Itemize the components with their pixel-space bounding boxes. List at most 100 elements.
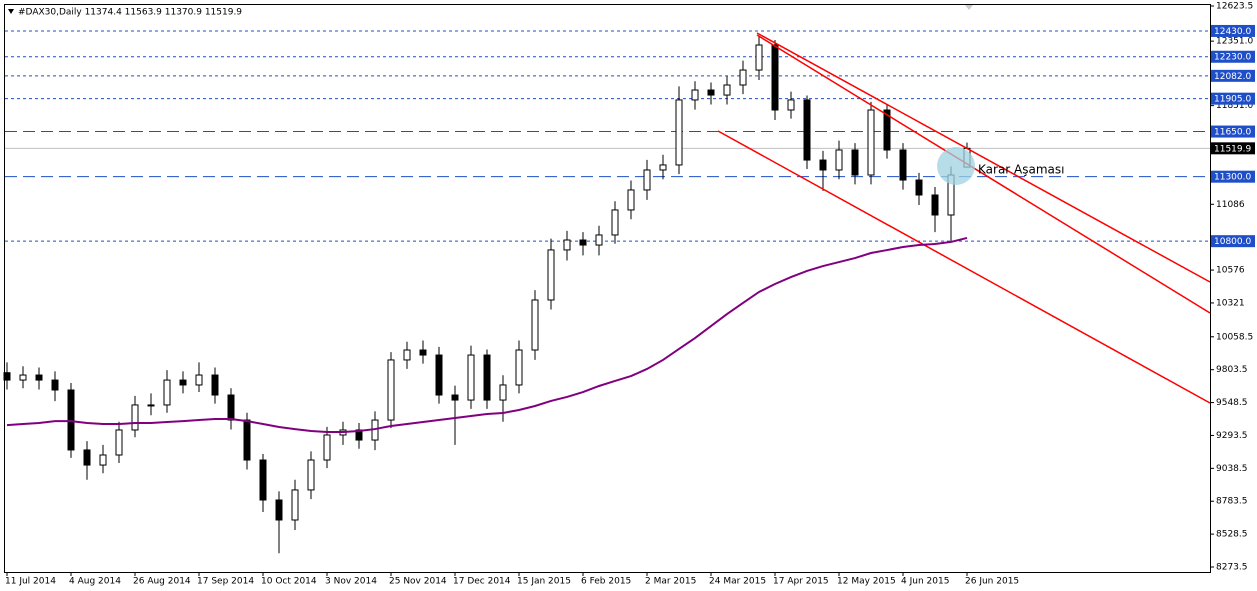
candle-body xyxy=(83,449,91,466)
candle-body xyxy=(771,44,779,111)
x-tick-label: 10 Oct 2014 xyxy=(261,577,317,587)
y-tick-label: 9803.5 xyxy=(1216,365,1248,375)
x-tick-label: 15 Jan 2015 xyxy=(517,577,571,587)
x-tick-label: 4 Aug 2014 xyxy=(69,577,121,587)
level-label: 11905.0 xyxy=(1214,95,1251,105)
y-tick-label: 8528.5 xyxy=(1216,530,1248,540)
candle-body xyxy=(483,354,491,401)
x-tick-label: 24 Mar 2015 xyxy=(709,577,766,587)
x-tick-label: 6 Feb 2015 xyxy=(581,577,631,587)
candle-body xyxy=(563,239,571,251)
y-tick-label: 9038.5 xyxy=(1216,464,1248,474)
x-tick-label: 11 Jul 2014 xyxy=(5,577,56,587)
level-label: 12082.0 xyxy=(1214,72,1251,82)
candle-body xyxy=(435,354,443,396)
y-tick-label: 11086 xyxy=(1216,200,1245,210)
candle-body xyxy=(179,379,187,386)
candle-body xyxy=(3,372,11,381)
candle-body xyxy=(867,109,875,176)
x-tick-label: 3 Nov 2014 xyxy=(325,577,377,587)
candle-body xyxy=(595,234,603,246)
candle-body xyxy=(355,429,363,441)
x-tick-label: 25 Nov 2014 xyxy=(389,577,447,587)
candle-body xyxy=(323,434,331,461)
candle-body xyxy=(579,239,587,246)
candle-body xyxy=(611,209,619,236)
level-label-box xyxy=(1211,142,1255,155)
candle-body xyxy=(291,489,299,521)
candle-body xyxy=(851,149,859,176)
trend-channel xyxy=(717,32,1211,404)
candle-body xyxy=(51,379,59,391)
plot-frame xyxy=(4,4,1211,573)
candle-body xyxy=(227,394,235,421)
candle-body xyxy=(115,429,123,456)
candle-body xyxy=(275,499,283,521)
candle-body xyxy=(67,389,75,451)
level-label: 11519.9 xyxy=(1214,144,1251,154)
level-label-box xyxy=(1211,170,1255,183)
y-tick-label: 12351.0 xyxy=(1216,37,1253,47)
annotation: Karar Aşaması xyxy=(978,163,1065,177)
candle-body xyxy=(467,354,475,401)
level-label: 11650.0 xyxy=(1214,128,1251,138)
level-label-box xyxy=(1211,235,1255,248)
candle-body xyxy=(659,164,667,171)
x-tick-label: 17 Sep 2014 xyxy=(197,577,254,587)
menu-arrow xyxy=(8,9,14,14)
candle-body xyxy=(739,69,747,86)
x-tick-label: 4 Jun 2015 xyxy=(901,577,949,587)
candles xyxy=(3,36,971,554)
candle-body xyxy=(163,379,171,406)
level-label: 11300.0 xyxy=(1214,173,1251,183)
candle-body xyxy=(819,159,827,171)
trendline xyxy=(756,32,1211,283)
candle-body xyxy=(451,394,459,401)
candle-body xyxy=(787,99,795,111)
candle-body xyxy=(915,179,923,196)
x-tick-label: 17 Apr 2015 xyxy=(773,577,829,587)
candle-body xyxy=(243,419,251,461)
level-label-box xyxy=(1211,92,1255,105)
moving-average xyxy=(6,236,968,434)
trendline xyxy=(756,34,1211,314)
candle-body xyxy=(515,349,523,386)
candle-body xyxy=(803,99,811,161)
x-tick-label: 26 Aug 2014 xyxy=(133,577,191,587)
candle-body xyxy=(211,374,219,396)
y-tick-label: 9548.5 xyxy=(1216,398,1248,408)
y-tick-label: 10321 xyxy=(1216,298,1245,308)
candle-body xyxy=(931,194,939,216)
candle-body xyxy=(531,299,539,351)
y-tick-label: 10576 xyxy=(1216,266,1245,276)
candle-body xyxy=(643,169,651,191)
x-tick-label: 12 May 2015 xyxy=(837,577,896,587)
candle-body xyxy=(35,374,43,381)
candle-body xyxy=(547,249,555,301)
level-label-box xyxy=(1211,50,1255,63)
candle-body xyxy=(755,44,763,71)
x-tick-label: 2 Mar 2015 xyxy=(645,577,696,587)
candle-body xyxy=(675,99,683,166)
shift-marker xyxy=(965,5,973,10)
level-label-box xyxy=(1211,24,1255,37)
level-label: 12230.0 xyxy=(1214,53,1251,63)
candle-body xyxy=(691,89,699,101)
y-tick-label: 8273.5 xyxy=(1216,563,1248,573)
candle-body xyxy=(707,89,715,96)
y-tick-label: 9293.5 xyxy=(1216,431,1248,441)
candle-body xyxy=(131,404,139,431)
candle-body xyxy=(419,349,427,356)
y-tick-label: 12623.5 xyxy=(1216,2,1253,12)
chart-title: #DAX30,Daily 11374.4 11563.9 11370.9 115… xyxy=(18,8,242,18)
candle-body xyxy=(883,109,891,151)
candle-body xyxy=(387,359,395,421)
candle-body xyxy=(19,374,27,381)
trendline xyxy=(717,130,1211,404)
y-tick-label: 10058.5 xyxy=(1216,332,1253,342)
x-tick-label: 17 Dec 2014 xyxy=(453,577,511,587)
y-tick-label: 8783.5 xyxy=(1216,497,1248,507)
levels xyxy=(5,30,1210,242)
level-label: 12430.0 xyxy=(1214,27,1251,37)
candle-body xyxy=(195,374,203,386)
